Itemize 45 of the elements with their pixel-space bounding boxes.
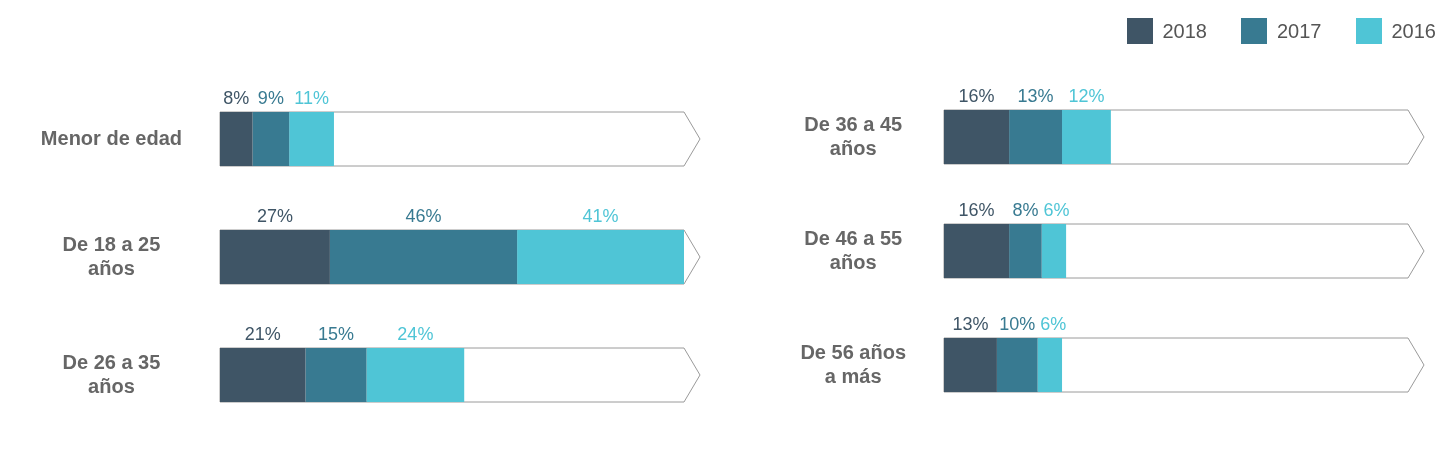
data-label: 6% <box>1040 313 1067 334</box>
bar <box>1009 110 1063 164</box>
y-tick-label: De 46 a 55 años <box>804 226 903 273</box>
y-tick-label: Menor de edad <box>40 126 182 149</box>
data-label: 13% <box>952 313 989 334</box>
data-label: 27% <box>256 205 293 226</box>
data-label: 8% <box>1012 199 1039 220</box>
y-tick-label: De 36 a 45 años <box>804 112 903 159</box>
data-label: 12% <box>1068 85 1105 106</box>
data-label: 24% <box>397 323 434 344</box>
bar <box>944 110 1010 164</box>
data-label: 21% <box>244 323 281 344</box>
legend-label: 2016 <box>1391 19 1436 43</box>
data-label: 46% <box>405 205 442 226</box>
bar <box>220 112 253 166</box>
data-label: 13% <box>1017 85 1054 106</box>
data-label: 10% <box>999 313 1036 334</box>
data-label: 8% <box>223 87 250 108</box>
legend-label: 2018 <box>1162 19 1207 43</box>
bar <box>1037 338 1063 392</box>
bar <box>996 338 1038 392</box>
legend-label: 2017 <box>1277 19 1322 43</box>
data-label: 9% <box>257 87 284 108</box>
data-label: 16% <box>958 199 995 220</box>
bar <box>1041 224 1067 278</box>
bar <box>289 112 334 166</box>
data-label: 6% <box>1043 199 1070 220</box>
bar <box>220 230 330 284</box>
bar <box>944 224 1010 278</box>
data-label: 15% <box>317 323 355 344</box>
y-tick-label: De 26 a 35 años <box>62 350 161 397</box>
data-label: 11% <box>294 87 329 108</box>
y-tick-label: De 56 años a más <box>800 340 906 387</box>
y-tick-label: De 18 a 25 años <box>62 232 161 279</box>
bar <box>1009 224 1042 278</box>
bar <box>252 112 290 166</box>
data-label: 16% <box>958 85 995 106</box>
bar <box>944 338 997 392</box>
bar <box>366 348 465 402</box>
bar <box>329 230 518 284</box>
bar <box>1062 110 1111 164</box>
bar <box>220 348 306 402</box>
bar <box>517 230 684 284</box>
bar <box>305 348 367 402</box>
data-label: 41% <box>582 205 619 226</box>
